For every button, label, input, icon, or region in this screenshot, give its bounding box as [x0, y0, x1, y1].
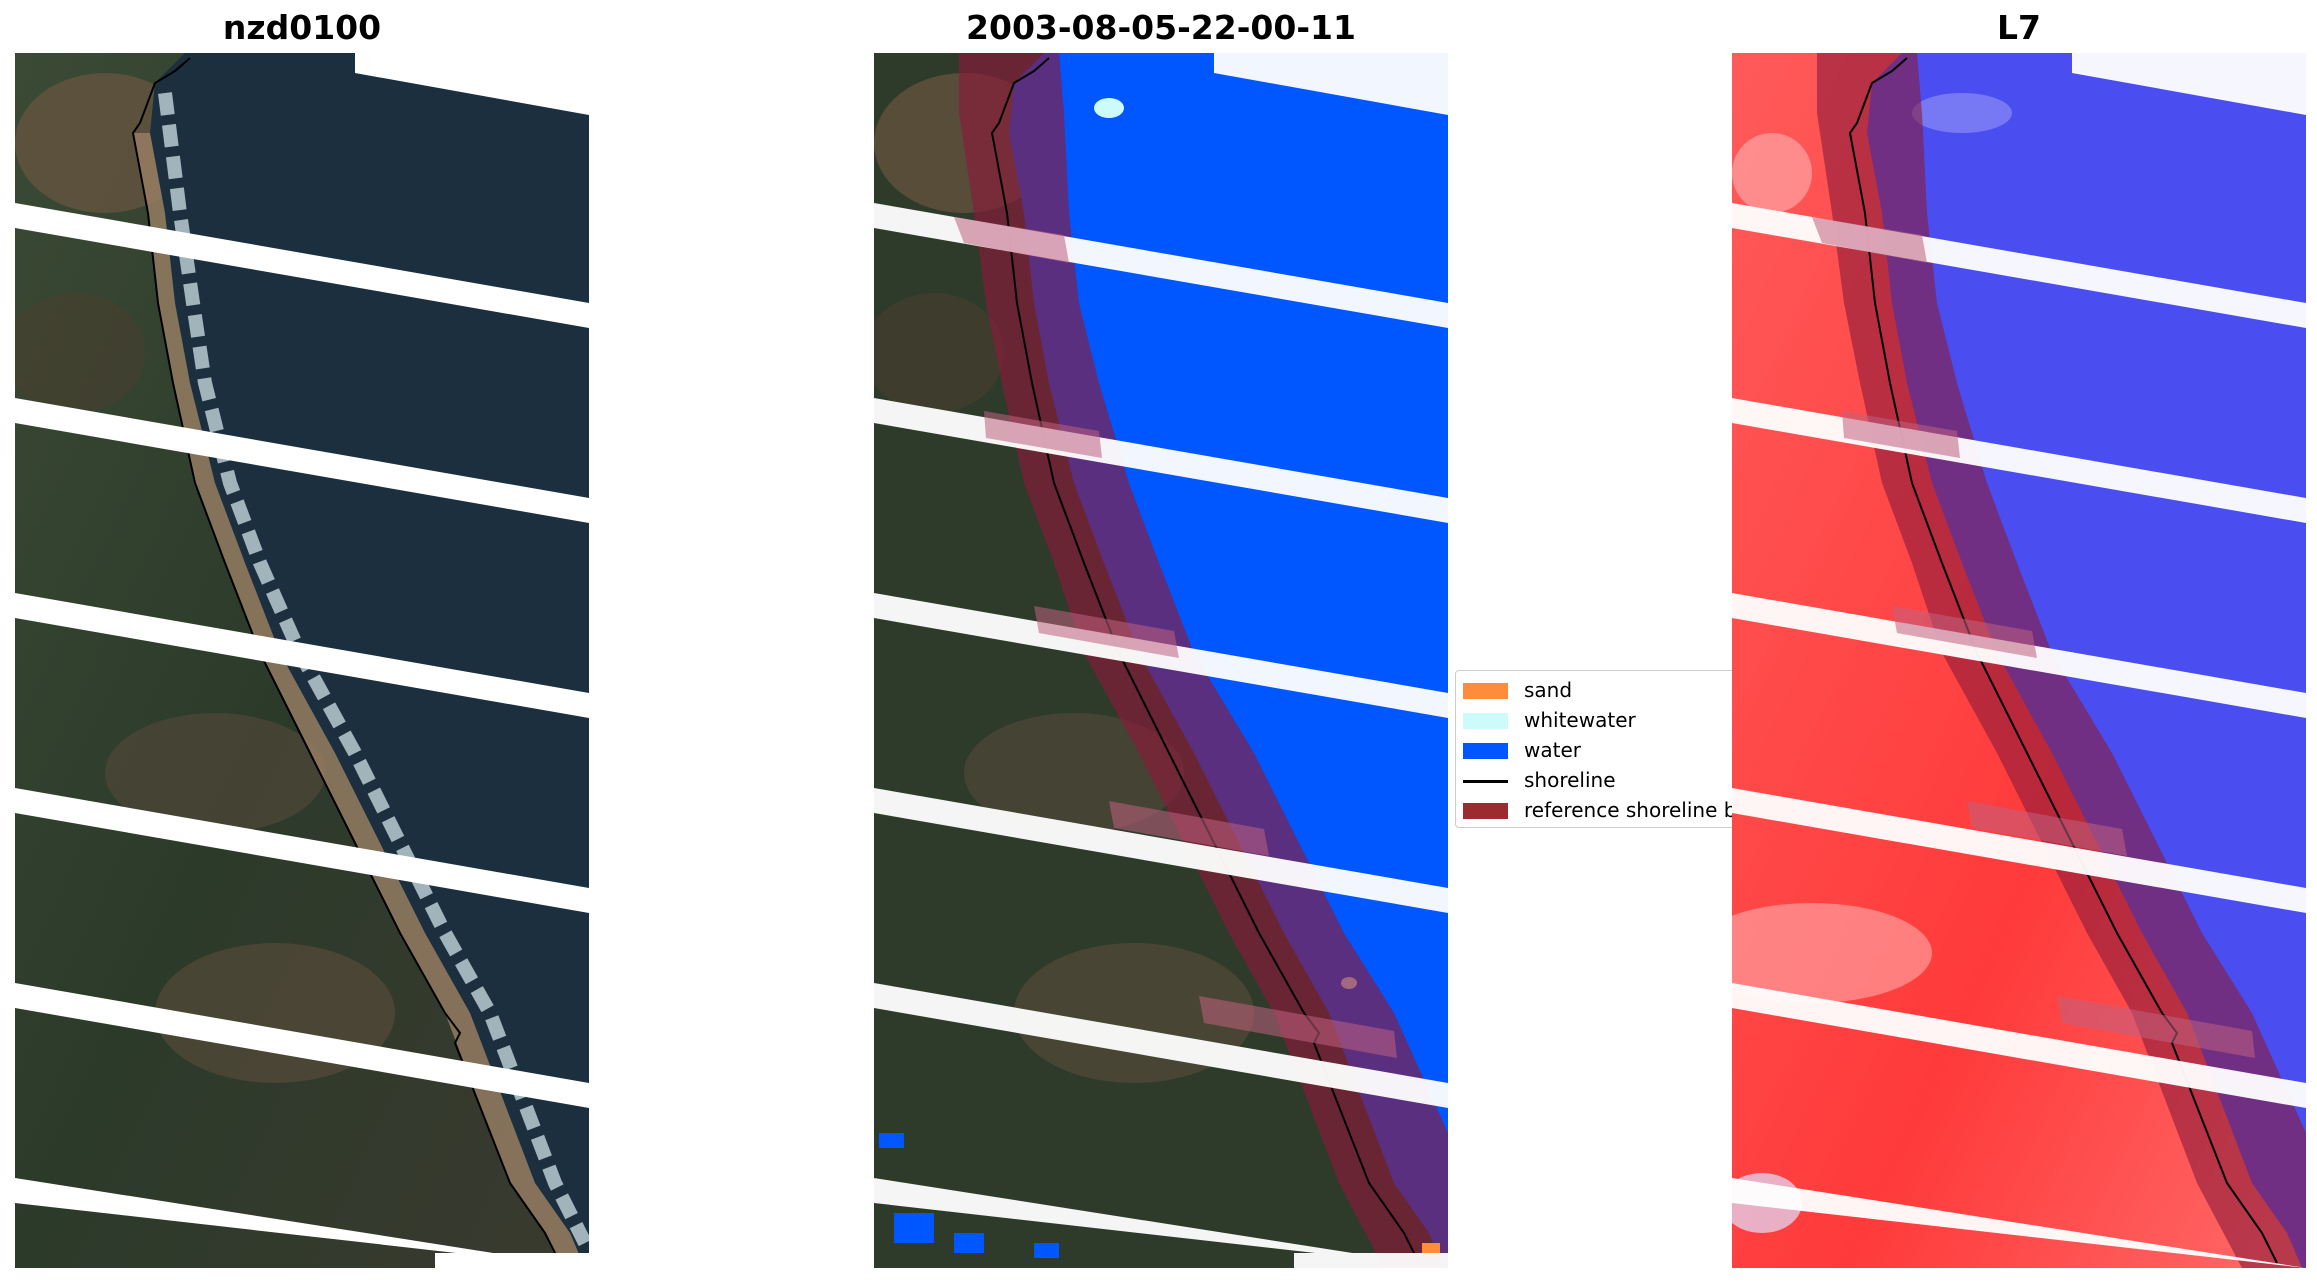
panel-title-rgb: nzd0100: [222, 8, 382, 47]
legend-item-shoreline: shoreline: [1456, 765, 1799, 795]
legend-label-sand: sand: [1524, 678, 1573, 702]
panel-title-classified: 2003-08-05-22-00-11: [966, 8, 1356, 47]
water-swatch: [1463, 743, 1508, 759]
index-image: [1732, 53, 2306, 1268]
rgb-satellite-image: [15, 53, 589, 1268]
whitewater-swatch: [1463, 713, 1508, 729]
classified-image: [874, 53, 1448, 1268]
legend-item-sand: sand: [1456, 675, 1799, 705]
legend-label-water: water: [1524, 738, 1581, 762]
rgb-image-panel: [15, 53, 589, 1268]
shoreline-line-swatch: [1463, 780, 1508, 783]
legend-item-water: water: [1456, 735, 1799, 765]
classified-image-panel: [874, 53, 1448, 1268]
sand-swatch: [1463, 683, 1508, 699]
buffer-swatch: [1463, 803, 1508, 819]
panel-title-index: L7: [1997, 8, 2041, 47]
legend-label-shoreline: shoreline: [1524, 768, 1616, 792]
legend-label-whitewater: whitewater: [1524, 708, 1636, 732]
index-image-panel: [1732, 53, 2306, 1268]
legend-item-whitewater: whitewater: [1456, 705, 1799, 735]
